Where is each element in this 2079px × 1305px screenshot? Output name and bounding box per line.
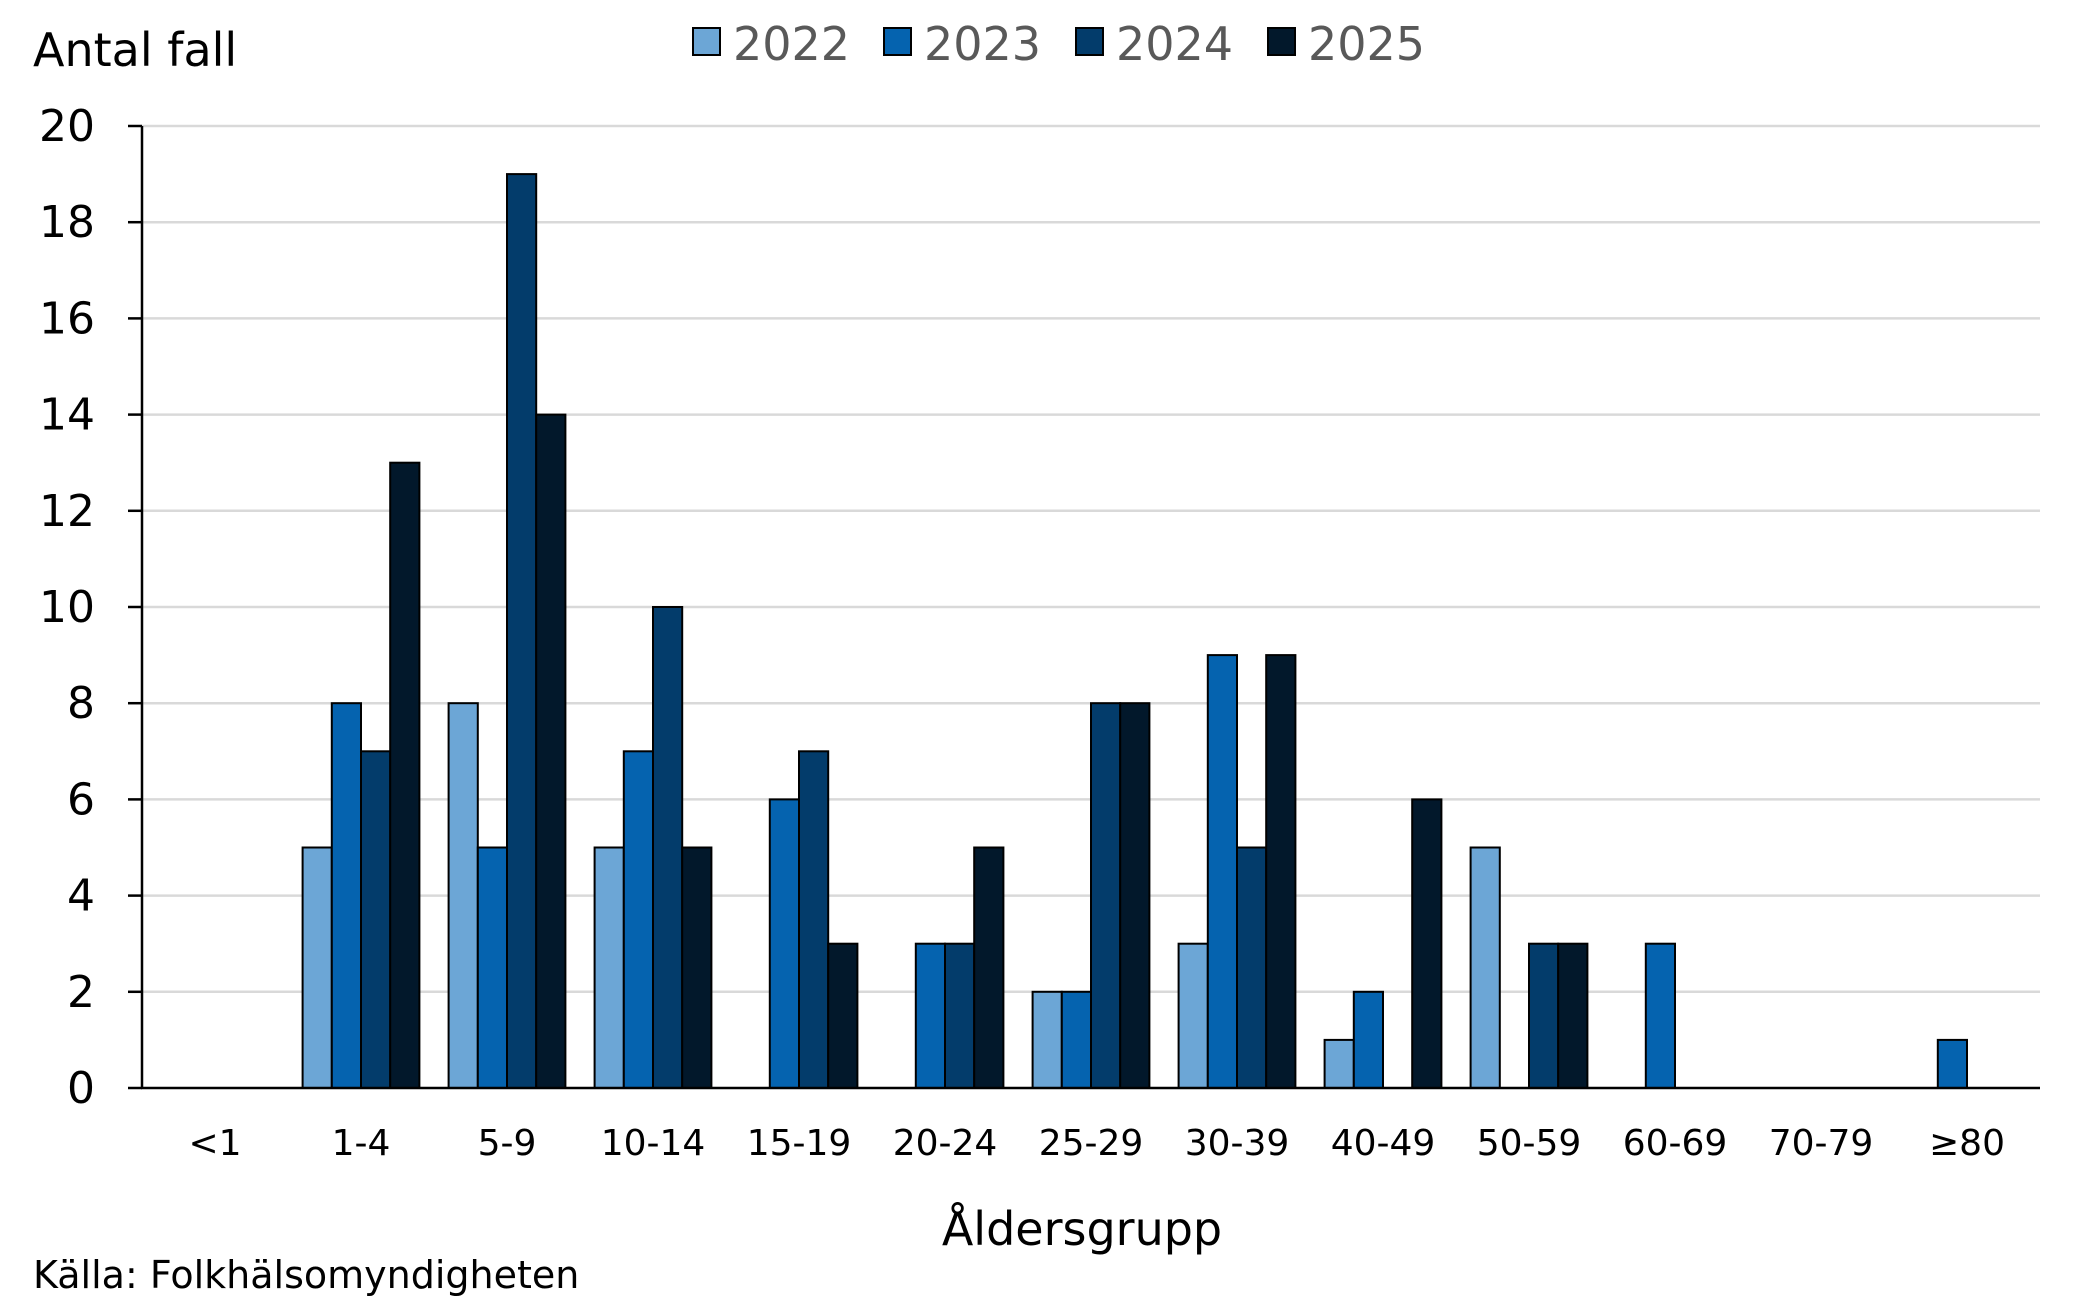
x-tick-label: 10-14 — [601, 1123, 706, 1164]
legend-label: 2025 — [1308, 17, 1425, 71]
x-tick-label: 5-9 — [478, 1123, 537, 1164]
bar — [1528, 942, 1560, 1090]
x-tick-label: 50-59 — [1477, 1123, 1582, 1164]
bar — [1090, 702, 1122, 1089]
bar — [1119, 702, 1151, 1089]
bar — [944, 942, 976, 1090]
x-tick-label: 30-39 — [1185, 1123, 1290, 1164]
bar — [1411, 798, 1443, 1090]
bar — [535, 413, 567, 1090]
bar — [593, 846, 625, 1089]
bar — [1352, 990, 1385, 1089]
bar — [447, 702, 479, 1089]
bar — [1936, 1038, 1969, 1090]
bars — [301, 173, 1969, 1090]
bar — [389, 461, 421, 1089]
bar — [1060, 990, 1093, 1089]
legend: 2022 2023 2024 2025 — [692, 17, 1425, 71]
axes — [128, 124, 2040, 1090]
bar — [360, 750, 392, 1089]
bar — [506, 173, 538, 1090]
y-tick-label: 10 — [39, 582, 95, 633]
x-tick-label: <1 — [188, 1123, 241, 1164]
bar — [476, 846, 508, 1089]
bar — [827, 942, 859, 1090]
bar — [1557, 942, 1589, 1090]
x-tick-label: 60-69 — [1623, 1123, 1728, 1164]
legend-label: 2022 — [733, 17, 850, 71]
x-tick-label: 25-29 — [1039, 1123, 1144, 1164]
x-axis-title: Åldersgrupp — [942, 1202, 1222, 1256]
legend-swatch — [1267, 27, 1296, 56]
legend-swatch — [883, 27, 912, 56]
legend-swatch — [692, 27, 721, 56]
x-tick-labels: <1 1-4 5-9 10-14 15-19 20-24 25-29 30-39 40-49 50… — [188, 1123, 2005, 1164]
bar — [1206, 654, 1239, 1089]
y-tick-label: 14 — [39, 390, 95, 441]
y-tick-label: 20 — [39, 101, 95, 152]
bar — [330, 702, 362, 1089]
bar — [652, 606, 684, 1089]
bar — [1177, 942, 1209, 1090]
bar — [1469, 846, 1501, 1089]
bar — [798, 750, 830, 1089]
bar — [622, 750, 654, 1089]
bar — [914, 942, 946, 1090]
bar — [1323, 1038, 1355, 1090]
legend-label: 2024 — [1116, 17, 1233, 71]
y-tick-label: 4 — [67, 871, 95, 922]
y-tick-label: 18 — [39, 197, 95, 248]
bar — [1265, 654, 1297, 1089]
y-tick-label: 2 — [67, 967, 95, 1018]
bar — [301, 846, 333, 1089]
x-tick-label: 20-24 — [893, 1123, 998, 1164]
bar — [973, 846, 1005, 1089]
source-label: Källa: Folkhälsomyndigheten — [33, 1253, 579, 1297]
y-tick-label: 6 — [67, 774, 95, 825]
bar — [681, 846, 713, 1089]
y-tick-label: 12 — [39, 486, 95, 537]
y-tick-label: 0 — [67, 1063, 95, 1114]
legend-swatch — [1075, 27, 1104, 56]
bar — [1236, 846, 1268, 1089]
x-tick-label: 40-49 — [1331, 1123, 1436, 1164]
bar — [1644, 942, 1677, 1090]
x-tick-label: 15-19 — [747, 1123, 852, 1164]
x-tick-label: 70-79 — [1769, 1123, 1874, 1164]
y-tick-label: 8 — [67, 678, 95, 729]
x-tick-label: ≥80 — [1929, 1123, 2005, 1164]
bar — [1031, 990, 1063, 1089]
bar — [768, 798, 800, 1090]
y-axis-title: Antal fall — [33, 23, 237, 77]
x-tick-label: 1-4 — [332, 1123, 391, 1164]
y-tick-label: 16 — [39, 293, 95, 344]
y-tick-labels: 0 2 4 6 8 10 12 14 16 18 20 — [39, 101, 95, 1114]
legend-label: 2023 — [924, 17, 1041, 71]
